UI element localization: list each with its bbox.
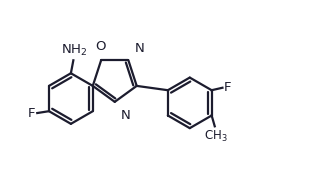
Text: N: N bbox=[135, 42, 145, 55]
Text: F: F bbox=[224, 81, 231, 94]
Text: F: F bbox=[28, 107, 35, 120]
Text: N: N bbox=[120, 109, 130, 122]
Text: CH$_3$: CH$_3$ bbox=[203, 128, 227, 144]
Text: O: O bbox=[95, 40, 106, 53]
Text: NH$_2$: NH$_2$ bbox=[61, 43, 87, 58]
